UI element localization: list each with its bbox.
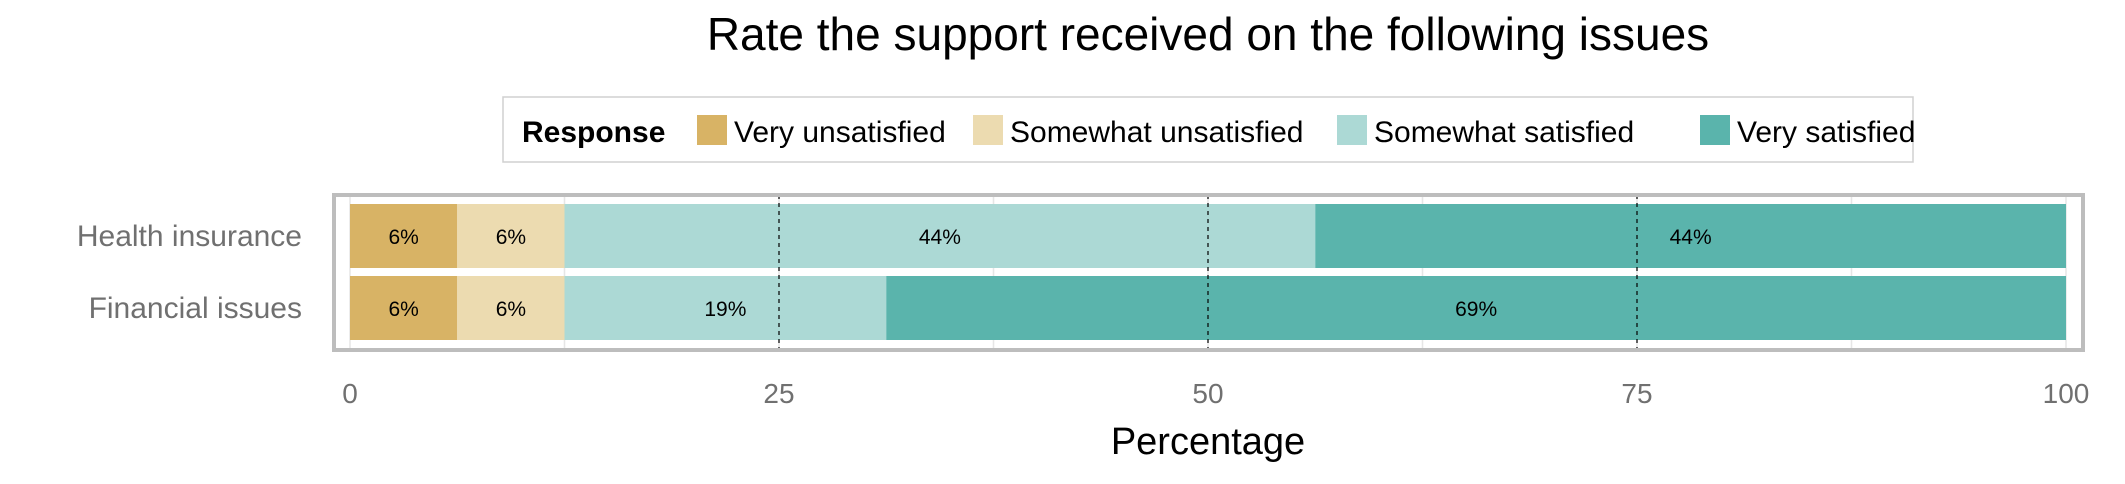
bar-segment: [886, 276, 2066, 340]
x-tick-label: 100: [2043, 378, 2090, 409]
bar-segment: [350, 204, 458, 268]
chart-title: Rate the support received on the followi…: [707, 8, 1709, 60]
panel-frame: [332, 193, 2085, 352]
x-tick-label: 25: [763, 378, 794, 409]
dashed-reference-lines: [778, 195, 1638, 350]
legend-swatch: [1337, 115, 1367, 145]
data-label: 6%: [388, 298, 418, 321]
legend: Response Very unsatisfied Somewhat unsati…: [502, 96, 1915, 163]
bar-segment: [564, 276, 887, 340]
data-label: 6%: [496, 226, 526, 249]
legend-swatch: [1700, 115, 1730, 145]
bar-segment: [457, 276, 565, 340]
data-label: 44%: [919, 226, 961, 249]
data-label: 6%: [388, 226, 418, 249]
legend-title: Response: [522, 116, 665, 149]
bar-segment: [350, 276, 458, 340]
category-label: Financial issues: [89, 292, 302, 325]
x-tick-label: 75: [1621, 378, 1652, 409]
x-axis-title: Percentage: [1111, 421, 1305, 463]
bar-segment: [457, 204, 565, 268]
bar-layer: [350, 204, 2066, 340]
data-label-layer: 6% 6% 44% 44% 6% 6% 19% 69%: [388, 226, 1711, 321]
category-label: Health insurance: [77, 220, 302, 253]
data-label: 19%: [704, 298, 746, 321]
legend-label: Very satisfied: [1737, 116, 1915, 149]
bar-segment: [1315, 204, 2066, 268]
legend-swatch: [973, 115, 1003, 145]
panel-border: [332, 193, 2085, 352]
legend-box: [502, 96, 1914, 163]
data-label: 69%: [1455, 298, 1497, 321]
bar-segment: [564, 204, 1316, 268]
x-axis-ticks: 0 25 50 75 100: [342, 378, 2089, 409]
category-axis: Health insurance Financial issues: [77, 220, 302, 325]
x-tick-label: 50: [1192, 378, 1223, 409]
data-label: 44%: [1670, 226, 1712, 249]
data-label: 6%: [496, 298, 526, 321]
legend-label: Somewhat unsatisfied: [1010, 116, 1304, 149]
x-tick-label: 0: [342, 378, 358, 409]
legend-label: Very unsatisfied: [734, 116, 946, 149]
plot-panel: 6% 6% 44% 44% 6% 6% 19% 69%: [332, 193, 2085, 352]
legend-swatch: [697, 115, 727, 145]
legend-items: Very unsatisfied Somewhat unsatisfied Some…: [697, 115, 1915, 149]
legend-label: Somewhat satisfied: [1374, 116, 1634, 149]
